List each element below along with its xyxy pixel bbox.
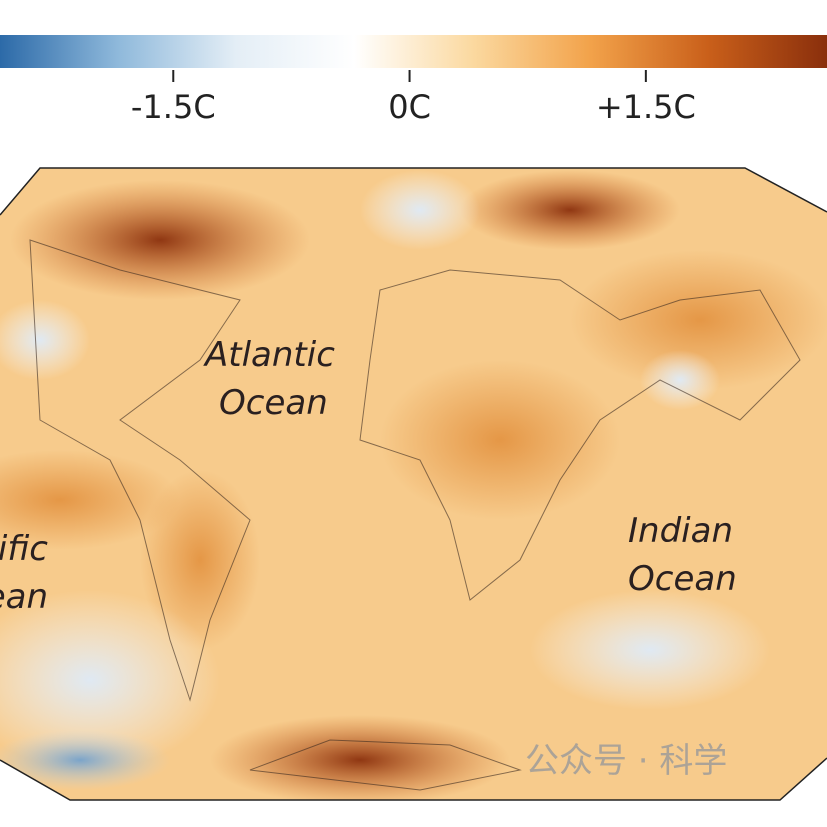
ocean-label: ific [0,529,48,569]
ocean-label: Ocean [628,559,737,599]
ocean-label: Ocean [219,383,328,423]
ocean-label: Indian [628,511,733,551]
ocean-label: ean [0,577,48,617]
tick-label: -1.5C [131,88,216,126]
ocean-label: Atlantic [203,335,335,375]
colorbar [0,35,827,68]
map-frame [0,167,827,801]
tick-label: 0C [388,88,431,126]
map [0,168,827,800]
tick-label: +1.5C [596,88,696,126]
watermark: 公众号 · 科学 [525,741,727,781]
